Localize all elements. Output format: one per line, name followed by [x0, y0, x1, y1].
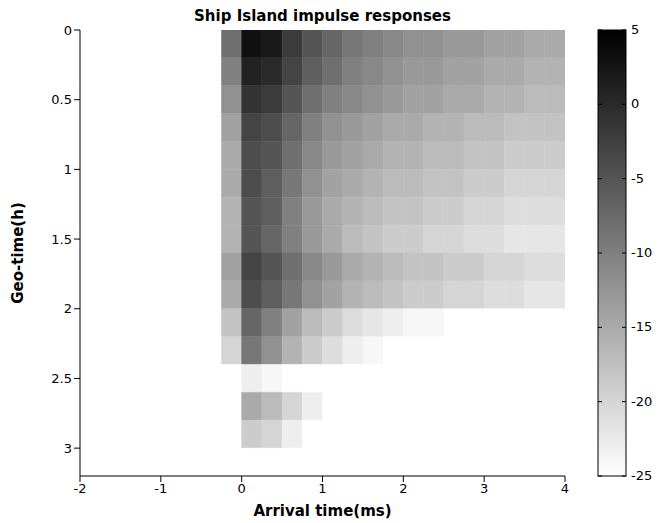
svg-text:-20: -20	[631, 394, 652, 409]
svg-text:2: 2	[64, 301, 72, 316]
html-text:Ship Island impulse responses: Ship Island impulse responses	[194, 7, 451, 25]
svg-text:2: 2	[399, 481, 407, 496]
svg-text:-25: -25	[631, 468, 652, 483]
svg-text:-5: -5	[631, 171, 644, 186]
svg-text:3: 3	[480, 481, 488, 496]
svg-text:0: 0	[64, 23, 72, 38]
svg-text:Arrival time(ms): Arrival time(ms)	[253, 502, 391, 520]
svg-text:2.5: 2.5	[51, 371, 72, 386]
svg-text:Geo-time(h): Geo-time(h)	[9, 202, 27, 304]
svg-text:-1: -1	[154, 481, 167, 496]
svg-text:4: 4	[561, 481, 569, 496]
svg-text:0.5: 0.5	[51, 92, 72, 107]
svg-text:3: 3	[64, 441, 72, 456]
svg-text:0: 0	[238, 481, 246, 496]
svg-text:5: 5	[631, 22, 639, 37]
svg-text:-15: -15	[631, 319, 652, 334]
svg-text:0: 0	[631, 96, 639, 111]
svg-text:-2: -2	[74, 481, 87, 496]
svg-text:1: 1	[318, 481, 326, 496]
svg-text:1: 1	[64, 162, 72, 177]
svg-text:-10: -10	[631, 245, 652, 260]
svg-text:1.5: 1.5	[51, 232, 72, 247]
